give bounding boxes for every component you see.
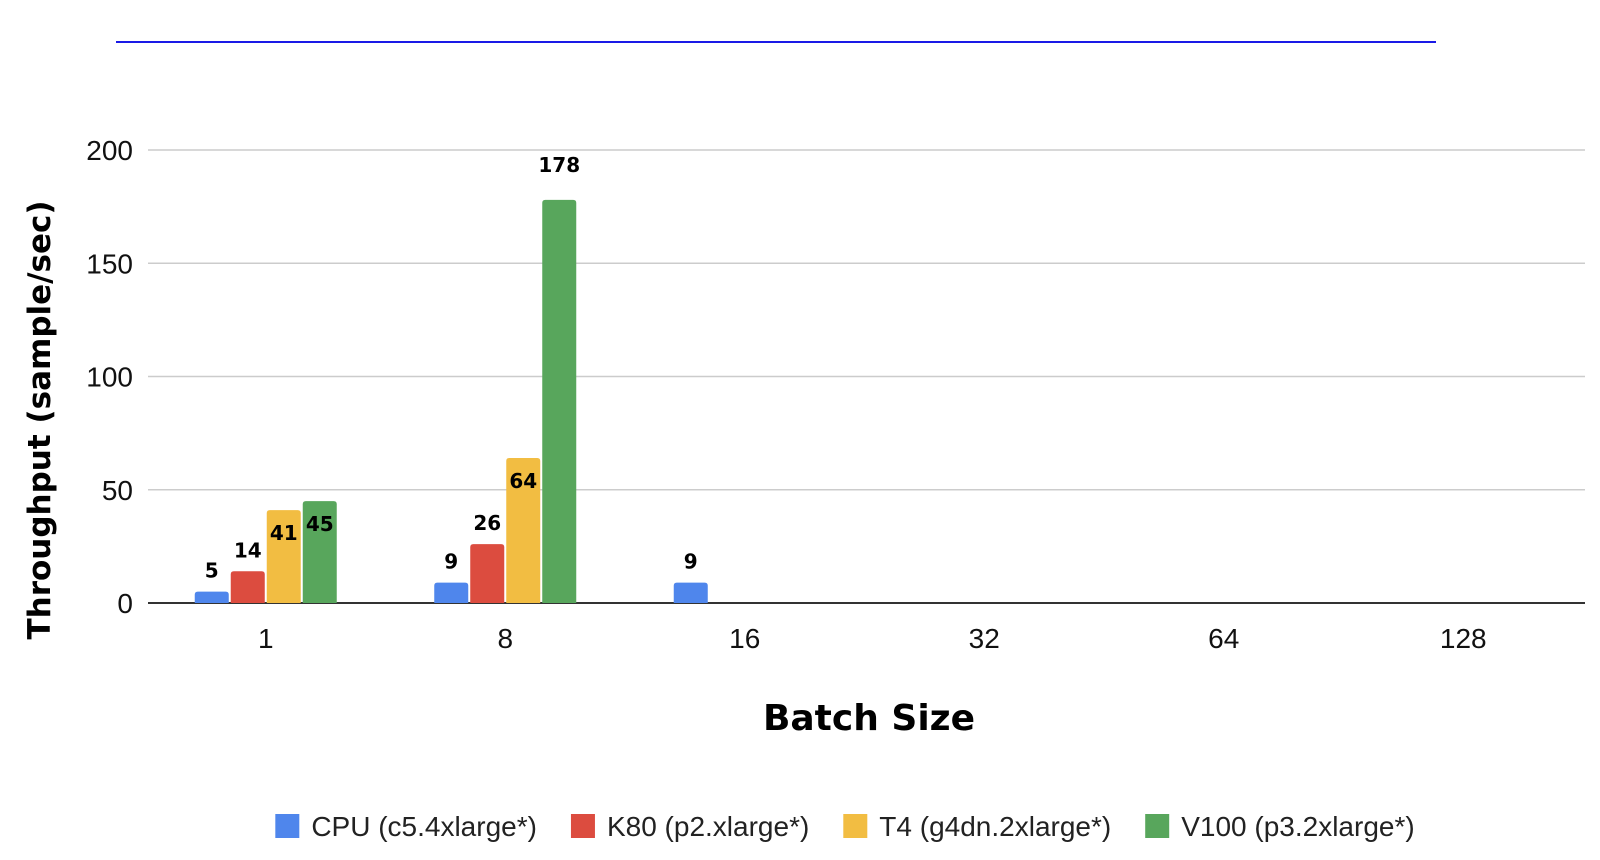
legend: CPU (c5.4xlarge*) K80 (p2.xlarge*) T4 (g4d… [275,811,1415,842]
data-label: 45 [306,512,334,536]
y-tick-labels: 0 50 100 150 200 [86,135,133,619]
x-tick-label: 8 [497,623,513,654]
data-label: 64 [509,469,537,493]
y-tick-label: 100 [86,362,133,393]
data-labels: 5 14 41 45 9 26 64 178 9 [205,153,698,583]
bar [230,571,265,603]
legend-swatch [843,814,868,838]
x-axis-title: Batch Size [763,698,975,739]
legend-swatch [1145,814,1170,838]
bar [194,591,229,603]
bars [194,199,708,603]
data-label: 41 [270,521,298,545]
bar [302,501,337,603]
bar [470,544,505,603]
data-label: 14 [234,538,262,562]
x-tick-label: 128 [1440,623,1487,654]
y-tick-label: 200 [86,135,133,166]
x-tick-label: 64 [1208,623,1239,654]
gridlines [148,149,1585,604]
bar [673,582,708,603]
data-label: 9 [684,550,698,574]
y-tick-label: 50 [102,475,133,506]
y-tick-label: 0 [117,588,133,619]
legend-swatch [275,814,300,838]
y-axis-title: Throughput (sample/sec) [22,200,58,639]
data-label: 5 [205,559,219,583]
legend-label: K80 (p2.xlarge*) [607,811,809,842]
legend-label: V100 (p3.2xlarge*) [1181,811,1414,842]
x-tick-label: 32 [969,623,1000,654]
bar [266,510,301,603]
x-tick-label: 1 [258,623,274,654]
legend-label: T4 (g4dn.2xlarge*) [879,811,1111,842]
legend-swatch [570,814,595,838]
y-tick-label: 150 [86,248,133,279]
bar [506,458,541,603]
data-label: 178 [538,153,580,177]
bar [542,199,577,603]
x-tick-labels: 1 8 16 32 64 128 [258,623,1487,654]
legend-label: CPU (c5.4xlarge*) [311,811,537,842]
data-label: 26 [473,511,501,535]
x-tick-label: 16 [729,623,760,654]
data-label: 9 [444,550,458,574]
bar [434,582,469,603]
